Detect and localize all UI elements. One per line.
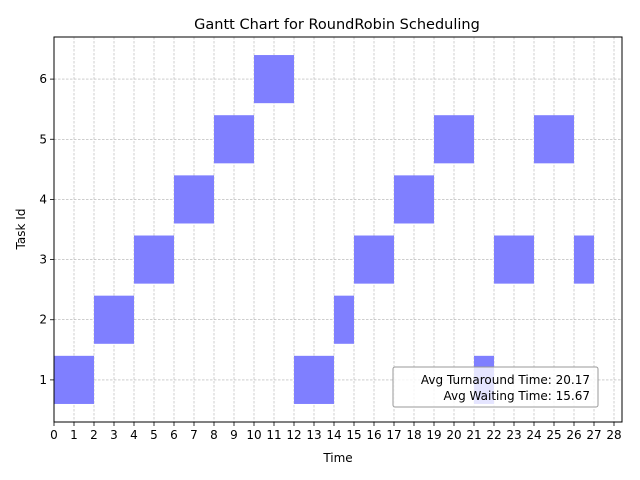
- x-tick-label: 1: [70, 428, 78, 442]
- x-tick-label: 21: [466, 428, 481, 442]
- x-axis-label: Time: [322, 451, 352, 465]
- x-tick-label: 23: [506, 428, 521, 442]
- x-tick-label: 26: [566, 428, 581, 442]
- x-tick-label: 28: [606, 428, 621, 442]
- task-1-bar: [294, 355, 334, 404]
- x-tick-label: 22: [486, 428, 501, 442]
- task-5-bar: [214, 115, 254, 164]
- x-tick-label: 27: [586, 428, 601, 442]
- x-tick-label: 10: [246, 428, 261, 442]
- task-5-bar: [434, 115, 474, 164]
- x-axis-ticks: 0 1 2 3 4 5 6 7 8 9 10 11 12 13 14 15 16 17 18 19 20 21 22 23 24…: [50, 422, 622, 442]
- y-tick-label: 1: [39, 373, 47, 387]
- x-tick-label: 19: [426, 428, 441, 442]
- task-bars: [54, 55, 594, 404]
- task-6-bar: [254, 55, 294, 104]
- x-tick-label: 2: [90, 428, 98, 442]
- y-tick-label: 4: [39, 192, 47, 206]
- x-tick-label: 6: [170, 428, 178, 442]
- task-3-bar: [134, 235, 174, 284]
- x-tick-label: 15: [346, 428, 361, 442]
- task-4-bar: [174, 175, 214, 224]
- task-1-bar: [54, 355, 94, 404]
- x-tick-label: 12: [286, 428, 301, 442]
- x-tick-label: 9: [230, 428, 238, 442]
- y-tick-label: 6: [39, 72, 47, 86]
- task-2-bar: [334, 295, 354, 344]
- x-tick-label: 14: [326, 428, 341, 442]
- x-tick-label: 13: [306, 428, 321, 442]
- y-tick-label: 5: [39, 132, 47, 146]
- avg-turnaround-text: Avg Turnaround Time: 20.17: [421, 373, 590, 387]
- y-tick-label: 2: [39, 313, 47, 327]
- task-3-bar: [354, 235, 394, 284]
- grid-lines: [53, 37, 622, 422]
- chart-title: Gantt Chart for RoundRobin Scheduling: [194, 17, 480, 33]
- task-4-bar: [394, 175, 434, 224]
- y-axis-ticks: 1 2 3 4 5 6: [39, 72, 54, 387]
- task-3-bar: [494, 235, 534, 284]
- x-tick-label: 20: [446, 428, 461, 442]
- x-tick-label: 25: [546, 428, 561, 442]
- plot-frame: [53, 36, 623, 423]
- stats-box: Avg Turnaround Time: 20.17 Avg Waiting T…: [392, 366, 599, 408]
- x-tick-label: 24: [526, 428, 541, 442]
- x-tick-label: 17: [386, 428, 401, 442]
- x-tick-label: 18: [406, 428, 421, 442]
- task-3-bar: [574, 235, 594, 284]
- task-2-bar: [94, 295, 134, 344]
- task-5-bar: [534, 115, 574, 164]
- y-axis-label: Task Id: [14, 209, 28, 251]
- x-tick-label: 8: [210, 428, 218, 442]
- x-tick-label: 16: [366, 428, 381, 442]
- x-tick-label: 5: [150, 428, 158, 442]
- avg-waiting-text: Avg Waiting Time: 15.67: [444, 389, 590, 403]
- x-tick-label: 11: [266, 428, 281, 442]
- y-tick-label: 3: [39, 253, 47, 267]
- x-tick-label: 0: [50, 428, 58, 442]
- x-tick-label: 3: [110, 428, 118, 442]
- stats-box-frame: [392, 366, 599, 408]
- x-tick-label: 7: [190, 428, 198, 442]
- x-tick-label: 4: [130, 428, 138, 442]
